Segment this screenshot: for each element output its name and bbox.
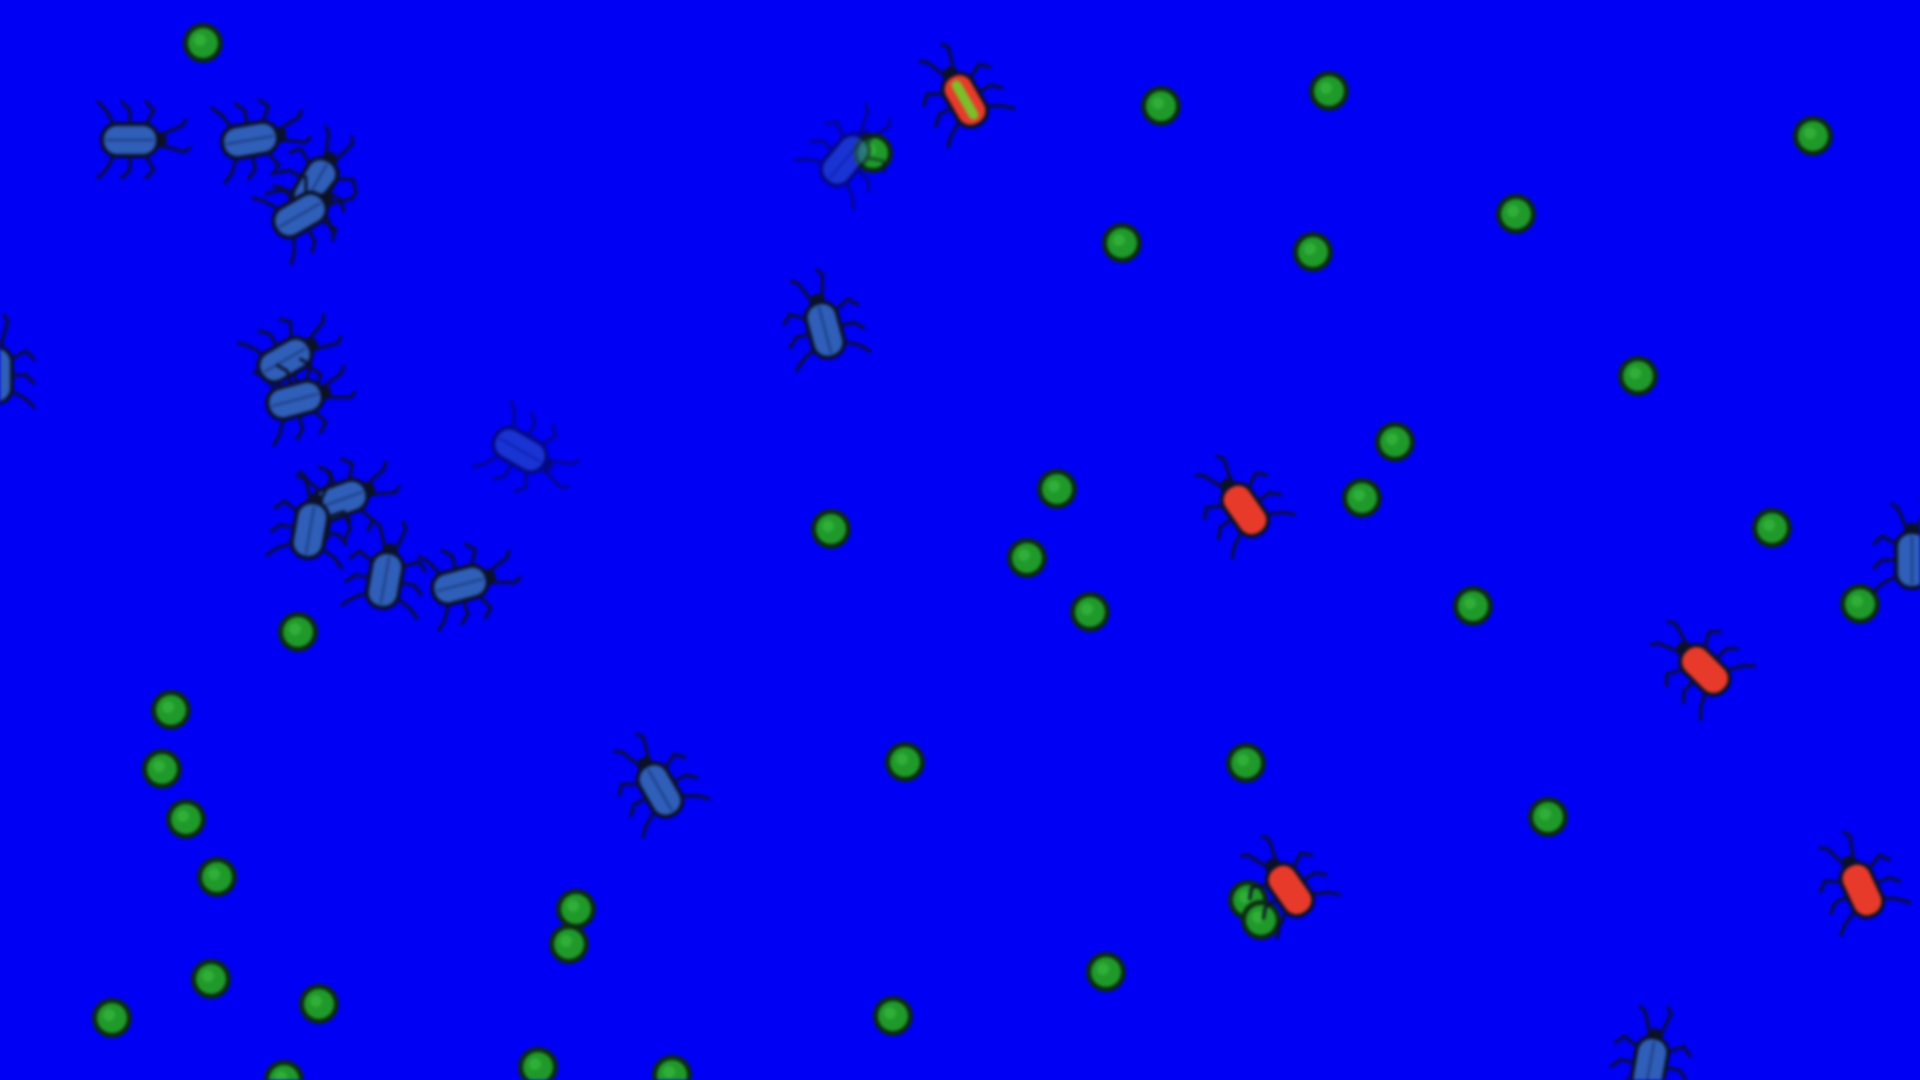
food-pellet xyxy=(1086,952,1126,992)
food-pellet xyxy=(183,23,223,63)
food-pellet xyxy=(1496,194,1536,234)
blue-bug xyxy=(793,102,892,211)
bug-layer xyxy=(0,42,1920,1080)
food-pellet xyxy=(264,1060,304,1080)
food-pellet xyxy=(1141,86,1181,126)
food-pellet xyxy=(518,1047,558,1080)
food-pellet xyxy=(1226,743,1266,783)
food-pellet xyxy=(1007,538,1047,578)
food-pellet xyxy=(1309,71,1349,111)
food-pellet xyxy=(652,1055,692,1080)
food-pellet xyxy=(1241,900,1281,940)
blue-bug xyxy=(471,399,580,493)
food-pellet xyxy=(166,799,206,839)
blue-bug xyxy=(251,168,358,266)
blue-bug xyxy=(782,268,872,373)
red-bug xyxy=(1818,830,1912,937)
food-pellet xyxy=(278,612,318,652)
red-bug xyxy=(1194,454,1296,560)
blue-bug xyxy=(1872,498,1920,594)
food-pellet xyxy=(1037,469,1077,509)
blue-bug xyxy=(613,732,711,839)
food-pellet xyxy=(299,984,339,1024)
red-bug xyxy=(1239,834,1341,940)
food-pellet xyxy=(197,857,237,897)
food-pellet xyxy=(873,996,913,1036)
blue-bug xyxy=(0,313,36,409)
food-pellet xyxy=(151,690,191,730)
food-pellet xyxy=(1618,356,1658,396)
food-pellet xyxy=(1453,586,1493,626)
blue-bug xyxy=(417,542,522,632)
blue-bug xyxy=(252,357,357,447)
food-pellet xyxy=(92,998,132,1038)
food-pellet xyxy=(556,889,596,929)
food-pellet xyxy=(1342,478,1382,518)
food-pellet xyxy=(1840,584,1880,624)
red-bug xyxy=(1649,620,1756,721)
blue-bug xyxy=(340,519,427,620)
food-pellet xyxy=(1375,422,1415,462)
food-pellet xyxy=(191,959,231,999)
food-pellet xyxy=(142,749,182,789)
blue-bug xyxy=(96,100,192,180)
food-pellet xyxy=(1293,232,1333,272)
food-pellet xyxy=(1793,116,1833,156)
food-pellet xyxy=(1528,797,1568,837)
food-pellet xyxy=(811,509,851,549)
food-pellet xyxy=(1752,508,1792,548)
blue-bug xyxy=(265,469,352,570)
food-pellet xyxy=(1070,592,1110,632)
blue-bug xyxy=(210,98,312,185)
food-pellet xyxy=(885,742,925,782)
food-pellet xyxy=(1102,223,1142,263)
red-bug xyxy=(918,42,1016,149)
food-pellet xyxy=(549,924,589,964)
